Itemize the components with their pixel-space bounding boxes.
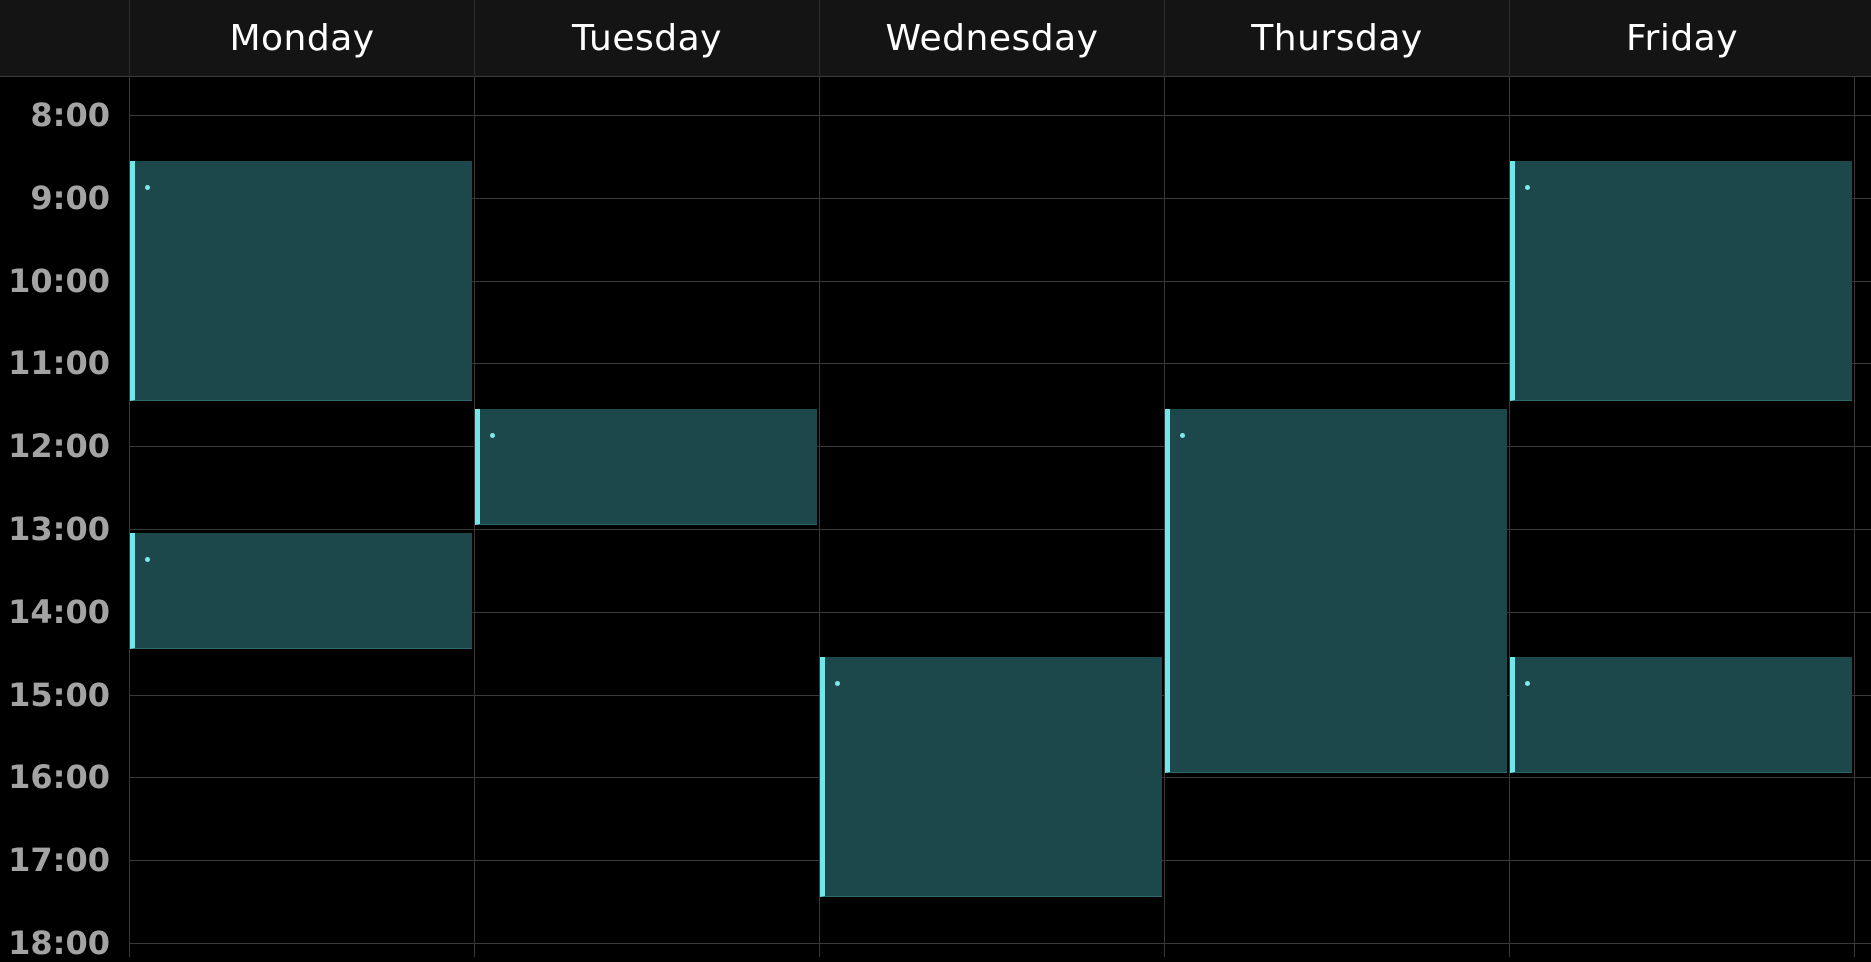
column-divider	[1164, 77, 1165, 957]
day-header-wednesday[interactable]: Wednesday	[819, 0, 1164, 77]
time-label: 18:00	[8, 924, 110, 962]
column-divider	[819, 77, 820, 957]
hour-gridline	[129, 363, 1871, 364]
hour-gridline	[129, 529, 1871, 530]
event-dot-icon	[145, 557, 150, 562]
time-label: 16:00	[8, 758, 110, 796]
hour-gridline	[129, 446, 1871, 447]
day-header-thursday[interactable]: Thursday	[1164, 0, 1509, 77]
time-label: 8:00	[30, 96, 110, 134]
hour-gridline	[129, 281, 1871, 282]
calendar-event[interactable]	[475, 409, 817, 525]
time-label: 10:00	[8, 262, 110, 300]
time-label: 12:00	[8, 427, 110, 465]
event-dot-icon	[1180, 433, 1185, 438]
calendar-header: Monday Tuesday Wednesday Thursday Friday	[0, 0, 1871, 77]
hour-gridline	[129, 198, 1871, 199]
event-dot-icon	[1525, 185, 1530, 190]
time-label: 11:00	[8, 344, 110, 382]
calendar-event[interactable]	[820, 657, 1162, 897]
time-label: 17:00	[8, 841, 110, 879]
hour-gridline	[129, 943, 1871, 944]
day-header-tuesday[interactable]: Tuesday	[474, 0, 819, 77]
event-dot-icon	[490, 433, 495, 438]
column-divider	[1854, 77, 1855, 957]
header-corner	[0, 0, 129, 77]
time-grid[interactable]: 8:00 9:00 10:00 11:00 12:00 13:00 14:00 15:00 16…	[0, 77, 1871, 962]
time-label: 14:00	[8, 593, 110, 631]
hour-gridline	[129, 612, 1871, 613]
calendar-event[interactable]	[1510, 161, 1852, 401]
column-divider	[1509, 77, 1510, 957]
event-dot-icon	[1525, 681, 1530, 686]
column-divider	[129, 77, 130, 957]
column-divider	[474, 77, 475, 957]
event-dot-icon	[145, 185, 150, 190]
event-dot-icon	[835, 681, 840, 686]
time-label: 15:00	[8, 676, 110, 714]
time-label: 13:00	[8, 510, 110, 548]
day-header-friday[interactable]: Friday	[1509, 0, 1854, 77]
calendar-event[interactable]	[130, 533, 472, 649]
time-label: 9:00	[30, 179, 110, 217]
hour-gridline	[129, 115, 1871, 116]
calendar-event[interactable]	[130, 161, 472, 401]
calendar-event[interactable]	[1510, 657, 1852, 773]
day-header-monday[interactable]: Monday	[129, 0, 474, 77]
calendar-event[interactable]	[1165, 409, 1507, 773]
